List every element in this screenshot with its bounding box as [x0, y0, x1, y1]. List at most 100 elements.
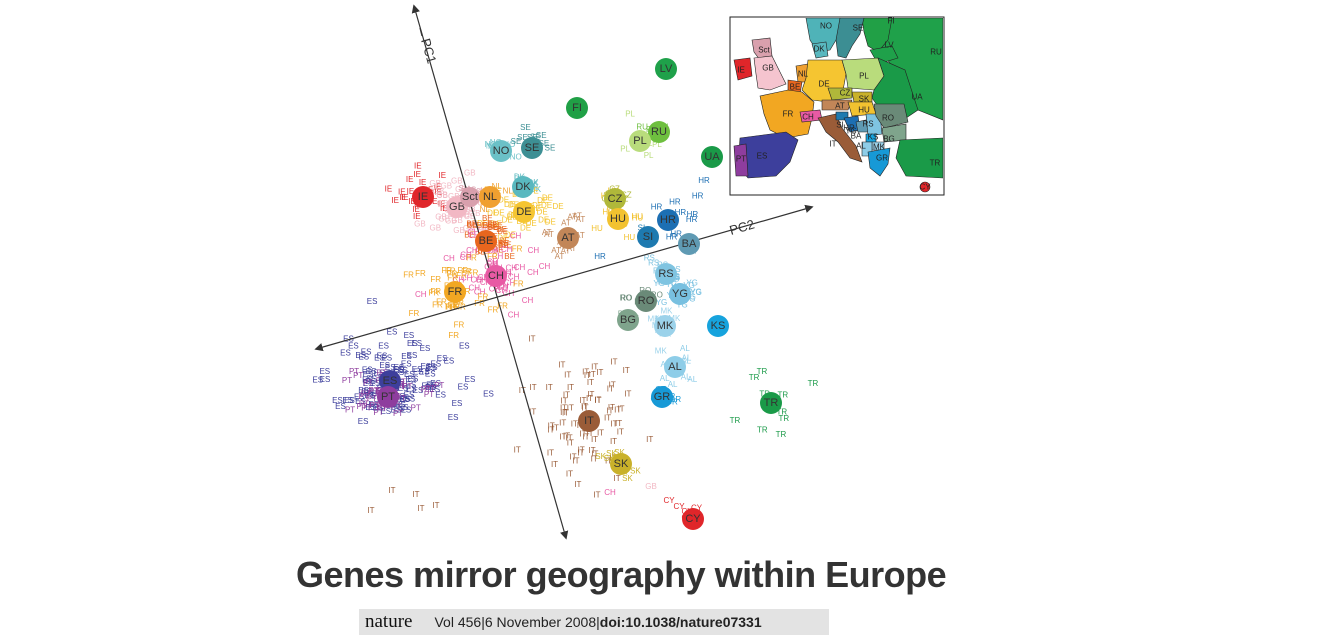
population-label-Sct: Sct	[462, 191, 478, 203]
sample-label-ES: ES	[368, 400, 379, 409]
sample-label-FR: FR	[430, 275, 441, 284]
sample-label-ES: ES	[483, 389, 494, 398]
sample-label-ES: ES	[335, 402, 346, 411]
sample-label-ES: ES	[401, 406, 412, 415]
map-label-GB: GB	[762, 64, 774, 73]
map-label-HU: HU	[858, 106, 870, 115]
population-node-BE: BE	[475, 230, 497, 252]
sample-label-IT: IT	[607, 385, 614, 394]
headline: Genes mirror geography within Europe	[296, 554, 947, 595]
population-label-ES: ES	[383, 375, 398, 387]
sample-label-ES: ES	[400, 395, 411, 404]
sample-label-GB: GB	[453, 226, 465, 235]
sample-label-PT: PT	[367, 395, 377, 404]
population-label-NO: NO	[493, 145, 510, 157]
population-node-PL: PL	[629, 130, 651, 152]
map-label-Sct: Sct	[758, 46, 770, 55]
population-circle-AL	[664, 356, 686, 378]
sample-label-GB: GB	[430, 224, 442, 233]
sample-label-FR: FR	[403, 270, 414, 279]
population-label-PL: PL	[633, 135, 646, 147]
sample-label-ES: ES	[363, 370, 374, 379]
sample-label-PT: PT	[353, 371, 363, 380]
population-node-IT: IT	[578, 410, 600, 432]
sample-label-IT: IT	[417, 504, 424, 513]
sample-label-PT: PT	[361, 404, 371, 413]
sample-label-IT: IT	[581, 403, 588, 412]
sample-label-IT: IT	[589, 370, 596, 379]
sample-label-PT: PT	[361, 389, 371, 398]
sample-label-ES: ES	[354, 392, 365, 401]
population-circle-FI	[566, 97, 588, 119]
sample-label-ES: ES	[368, 403, 379, 412]
population-node-BG: BG	[617, 309, 639, 331]
sample-label-ES: ES	[362, 376, 373, 385]
sample-label-IT: IT	[546, 383, 553, 392]
map-label-RS: RS	[862, 120, 873, 129]
map-label-NO: NO	[820, 22, 832, 31]
sample-label-PT: PT	[369, 387, 379, 396]
map-label-FR: FR	[783, 110, 794, 119]
sample-label-TR: TR	[759, 389, 770, 398]
sample-label-IT: IT	[432, 501, 439, 510]
sample-label-PT: PT	[349, 367, 359, 376]
sample-label-HR: HR	[686, 215, 698, 224]
population-label-YG: YG	[672, 288, 688, 300]
sample-label-HR: HR	[692, 192, 704, 201]
sample-label-IT: IT	[559, 418, 566, 427]
sample-label-PT: PT	[421, 385, 431, 394]
citation-bar: nature Vol 456|6 November 2008| doi:10.1…	[359, 609, 829, 635]
sample-label-IT: IT	[578, 445, 585, 454]
sample-label-CY: CY	[691, 504, 703, 513]
sample-label-TR: TR	[730, 416, 741, 425]
sample-label-ES: ES	[391, 405, 402, 414]
sample-label-IT: IT	[615, 419, 622, 428]
population-circle-SK	[610, 453, 632, 475]
sample-label-IT: IT	[605, 457, 612, 466]
sample-label-PT: PT	[395, 382, 405, 391]
sample-label-IT: IT	[579, 396, 586, 405]
population-node-HR: HR	[657, 209, 679, 231]
sample-label-IT: IT	[570, 452, 577, 461]
sample-label-ES: ES	[355, 397, 366, 406]
population-circle-IE	[412, 186, 434, 208]
map-CZ	[827, 87, 853, 101]
sample-label-HU: HU	[624, 233, 636, 242]
population-label-KS: KS	[711, 320, 726, 332]
sample-label-SE: SE	[511, 137, 522, 146]
sample-label-IT: IT	[567, 383, 574, 392]
sample-label-IT: IT	[606, 406, 613, 415]
sample-label-HU: HU	[591, 224, 603, 233]
sample-label-RO: RO	[620, 293, 632, 302]
population-circle-PL	[629, 130, 651, 152]
map-label-CZ: CZ	[840, 89, 851, 98]
sample-label-PT: PT	[391, 402, 401, 411]
sample-label-FR: FR	[432, 301, 443, 310]
map-AT	[821, 99, 853, 111]
sample-label-DE: DE	[494, 208, 505, 217]
sample-label-IT: IT	[574, 480, 581, 489]
population-node-DK: DK	[512, 176, 534, 198]
sample-label-IT: IT	[581, 402, 588, 411]
population-node-HU: HU	[607, 208, 629, 230]
sample-label-FR: FR	[456, 271, 467, 280]
sample-label-CH: CH	[508, 311, 520, 320]
sample-label-IT: IT	[582, 368, 589, 377]
sample-label-TR: TR	[757, 367, 768, 376]
sample-label-DE: DE	[504, 200, 515, 209]
sample-label-AT: AT	[542, 228, 552, 237]
sample-label-ES: ES	[395, 396, 406, 405]
sample-label-ES: ES	[430, 360, 441, 369]
sample-label-CY: CY	[663, 496, 675, 505]
map-label-MK: MK	[873, 143, 886, 152]
population-label-SI: SI	[643, 231, 653, 243]
sample-label-ES: ES	[374, 354, 385, 363]
sample-label-TR: TR	[778, 414, 789, 423]
sample-label-IT: IT	[608, 403, 615, 412]
sample-label-ES: ES	[385, 363, 396, 372]
map-label-BE: BE	[790, 83, 801, 92]
sample-label-IT: IT	[594, 396, 601, 405]
sample-label-FR: FR	[409, 309, 420, 318]
population-label-RU: RU	[651, 126, 667, 138]
sample-label-IT: IT	[412, 490, 419, 499]
